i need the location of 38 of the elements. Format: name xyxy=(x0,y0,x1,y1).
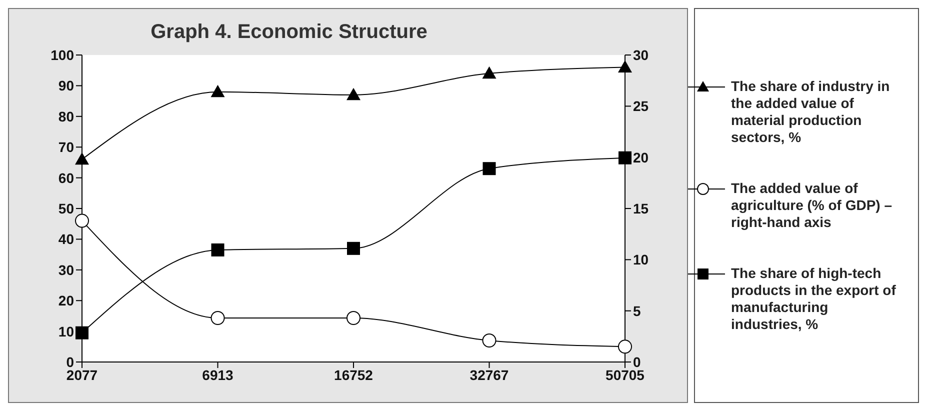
y-tick-label: 40 xyxy=(58,231,74,248)
y-tick-label: 70 xyxy=(58,139,74,156)
point xyxy=(75,152,89,165)
point xyxy=(618,60,632,73)
chart-title: Graph 4. Economic Structure xyxy=(150,21,428,44)
x-tick-label: 6913 xyxy=(202,366,234,383)
y2-tick-label: 25 xyxy=(633,98,649,114)
y-tick-label: 20 xyxy=(58,292,74,309)
y2-tick-label: 15 xyxy=(633,200,649,216)
y2-tick-label: 10 xyxy=(633,252,649,268)
y-tick-label: 10 xyxy=(58,323,74,340)
y2-tick-label: 30 xyxy=(633,46,649,63)
point xyxy=(618,340,632,354)
y2-tick-label: 20 xyxy=(633,149,649,166)
y-tick-label: 90 xyxy=(58,78,74,94)
point xyxy=(482,334,496,348)
y-tick-label: 30 xyxy=(58,262,74,278)
point xyxy=(346,310,360,325)
y2-tick-label: 5 xyxy=(633,302,641,319)
point xyxy=(618,151,632,164)
y-tick-label: 50 xyxy=(58,200,74,216)
point xyxy=(210,310,225,325)
legend-label: The share of industry in the added value of material production sectors, % xyxy=(731,78,891,146)
y-tick-label: 80 xyxy=(58,108,74,124)
point xyxy=(482,162,496,176)
point xyxy=(482,66,496,79)
y-tick-label: 60 xyxy=(58,170,74,186)
legend-label: The share of high-tech products in the export of manufacturing industries, % xyxy=(731,265,897,333)
point xyxy=(76,326,88,340)
x-tick-label: 16752 xyxy=(334,366,374,383)
x-tick-label: 32767 xyxy=(470,366,509,383)
legend-label: The added value of agriculture (% of GDP) – right-hand axis xyxy=(731,180,894,231)
point xyxy=(210,84,225,98)
point xyxy=(211,243,224,256)
point xyxy=(347,242,360,255)
y-tick-label: 100 xyxy=(50,46,74,63)
point xyxy=(346,88,360,100)
point xyxy=(75,214,89,228)
